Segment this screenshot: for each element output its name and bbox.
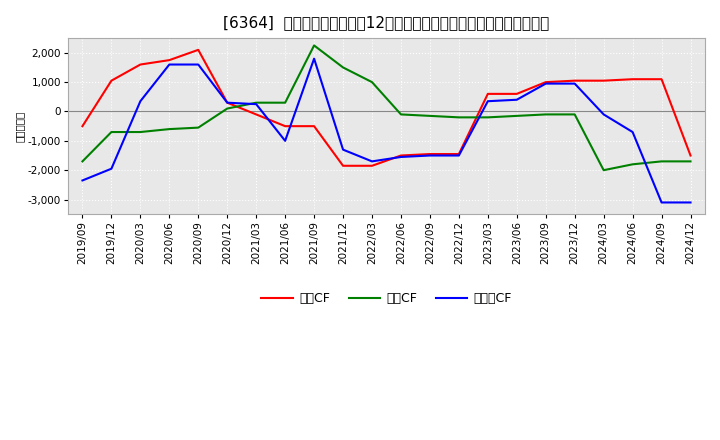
営業CF [136, 62, 145, 67]
投資CF [107, 129, 116, 135]
フリーCF [310, 56, 318, 61]
投資CF [223, 106, 232, 111]
営業CF [599, 78, 608, 83]
営業CF [629, 77, 637, 82]
営業CF [657, 77, 666, 82]
Y-axis label: （百万円）: （百万円） [15, 110, 25, 142]
営業CF [426, 151, 434, 157]
フリーCF [570, 81, 579, 86]
Line: フリーCF: フリーCF [83, 59, 690, 202]
フリーCF [107, 166, 116, 171]
営業CF [570, 78, 579, 83]
営業CF [454, 151, 463, 157]
フリーCF [541, 81, 550, 86]
フリーCF [368, 159, 377, 164]
投資CF [541, 112, 550, 117]
営業CF [107, 78, 116, 83]
フリーCF [454, 153, 463, 158]
投資CF [513, 113, 521, 118]
投資CF [368, 80, 377, 85]
フリーCF [252, 102, 261, 107]
営業CF [541, 80, 550, 85]
投資CF [397, 112, 405, 117]
営業CF [252, 112, 261, 117]
投資CF [194, 125, 202, 130]
フリーCF [136, 99, 145, 104]
投資CF [599, 168, 608, 173]
営業CF [397, 153, 405, 158]
投資CF [657, 159, 666, 164]
Line: 投資CF: 投資CF [83, 45, 690, 170]
Legend: 営業CF, 投資CF, フリーCF: 営業CF, 投資CF, フリーCF [256, 287, 516, 310]
投資CF [338, 65, 347, 70]
フリーCF [223, 100, 232, 105]
Title: [6364]  キャッシュフローの12か月移動合計の対前年同期増減額の推移: [6364] キャッシュフローの12か月移動合計の対前年同期増減額の推移 [223, 15, 549, 30]
フリーCF [686, 200, 695, 205]
フリーCF [629, 129, 637, 135]
フリーCF [338, 147, 347, 152]
営業CF [368, 163, 377, 169]
営業CF [165, 58, 174, 63]
Line: 営業CF: 営業CF [83, 50, 690, 166]
投資CF [484, 115, 492, 120]
投資CF [78, 159, 87, 164]
投資CF [252, 100, 261, 105]
営業CF [338, 163, 347, 169]
投資CF [136, 129, 145, 135]
営業CF [194, 47, 202, 52]
営業CF [281, 124, 289, 129]
投資CF [629, 161, 637, 167]
フリーCF [484, 99, 492, 104]
営業CF [78, 124, 87, 129]
投資CF [281, 100, 289, 105]
投資CF [165, 126, 174, 132]
営業CF [310, 124, 318, 129]
投資CF [310, 43, 318, 48]
フリーCF [513, 97, 521, 103]
営業CF [223, 100, 232, 105]
営業CF [484, 91, 492, 96]
フリーCF [397, 154, 405, 160]
フリーCF [657, 200, 666, 205]
フリーCF [599, 112, 608, 117]
投資CF [686, 159, 695, 164]
営業CF [513, 91, 521, 96]
投資CF [454, 115, 463, 120]
フリーCF [78, 178, 87, 183]
投資CF [570, 112, 579, 117]
フリーCF [165, 62, 174, 67]
営業CF [686, 153, 695, 158]
フリーCF [281, 138, 289, 143]
フリーCF [426, 153, 434, 158]
フリーCF [194, 62, 202, 67]
投資CF [426, 113, 434, 118]
